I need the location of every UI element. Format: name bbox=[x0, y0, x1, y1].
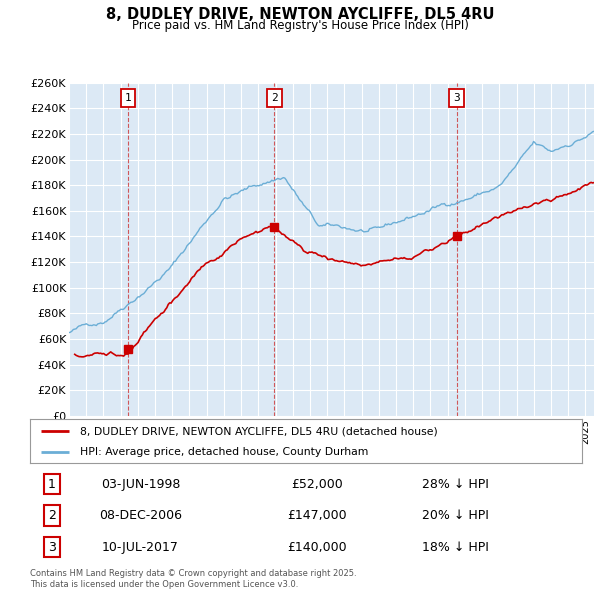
Text: 1: 1 bbox=[124, 93, 131, 103]
Text: 2: 2 bbox=[271, 93, 278, 103]
Text: 3: 3 bbox=[453, 93, 460, 103]
Text: 1: 1 bbox=[48, 478, 56, 491]
Text: £147,000: £147,000 bbox=[287, 509, 347, 522]
Text: £52,000: £52,000 bbox=[291, 478, 343, 491]
Text: Contains HM Land Registry data © Crown copyright and database right 2025.
This d: Contains HM Land Registry data © Crown c… bbox=[30, 569, 356, 589]
Text: 08-DEC-2006: 08-DEC-2006 bbox=[99, 509, 182, 522]
Text: 10-JUL-2017: 10-JUL-2017 bbox=[102, 540, 179, 553]
Text: £140,000: £140,000 bbox=[287, 540, 347, 553]
Text: 20% ↓ HPI: 20% ↓ HPI bbox=[422, 509, 488, 522]
Text: HPI: Average price, detached house, County Durham: HPI: Average price, detached house, Coun… bbox=[80, 447, 368, 457]
Text: 3: 3 bbox=[48, 540, 56, 553]
Text: 2: 2 bbox=[48, 509, 56, 522]
Text: 03-JUN-1998: 03-JUN-1998 bbox=[101, 478, 180, 491]
Text: Price paid vs. HM Land Registry's House Price Index (HPI): Price paid vs. HM Land Registry's House … bbox=[131, 19, 469, 32]
Text: 8, DUDLEY DRIVE, NEWTON AYCLIFFE, DL5 4RU (detached house): 8, DUDLEY DRIVE, NEWTON AYCLIFFE, DL5 4R… bbox=[80, 427, 437, 436]
Text: 28% ↓ HPI: 28% ↓ HPI bbox=[422, 478, 488, 491]
Text: 18% ↓ HPI: 18% ↓ HPI bbox=[422, 540, 488, 553]
Text: 8, DUDLEY DRIVE, NEWTON AYCLIFFE, DL5 4RU: 8, DUDLEY DRIVE, NEWTON AYCLIFFE, DL5 4R… bbox=[106, 7, 494, 22]
